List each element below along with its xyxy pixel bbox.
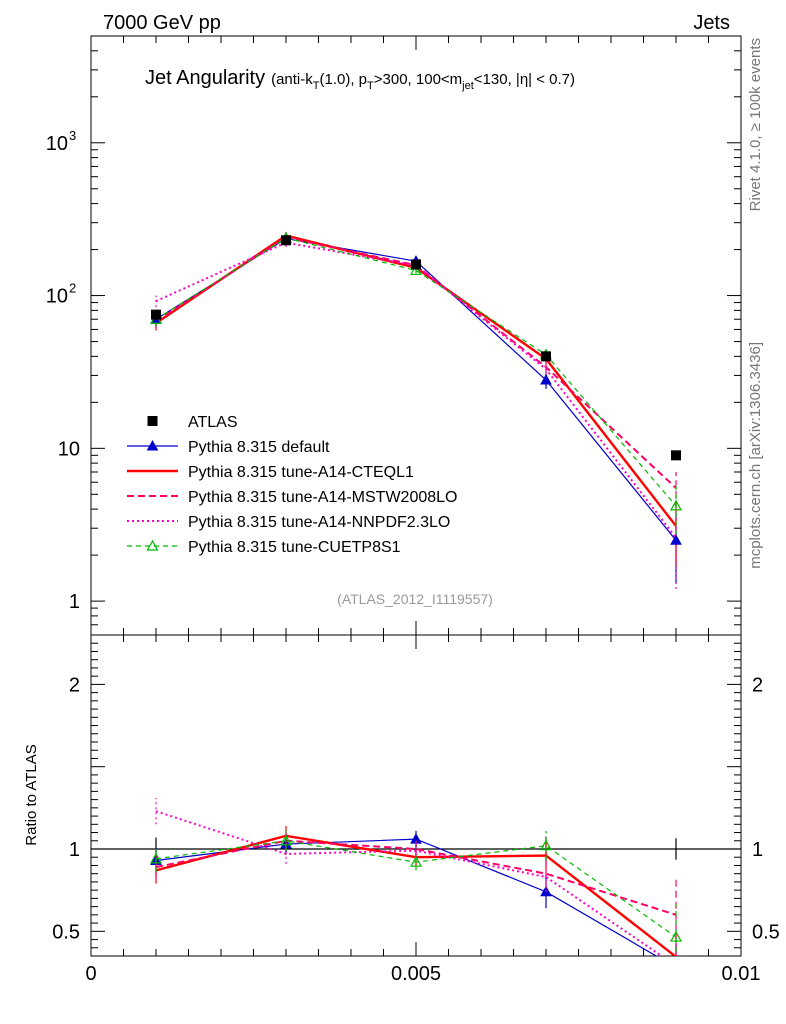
main-line-3 [155, 241, 677, 539]
chart-title-text: Jet Angularity [145, 67, 265, 89]
axis-ticks [90, 35, 742, 957]
data-markers [149, 231, 683, 545]
ratio-series-lines [91, 797, 741, 972]
y-tick-label-ratio: 0.5 [52, 921, 80, 943]
analysis-id: (ATLAS_2012_I1119557) [337, 591, 493, 607]
ratio-marker-default [671, 963, 681, 972]
main-marker-default [670, 534, 682, 545]
legend-label-3: Pythia 8.315 tune-A14-NNPDF2.3LO [188, 514, 450, 531]
y-tick-label-main: 1 [69, 591, 80, 613]
ratio-line-4 [155, 840, 677, 938]
legend-label-0: Pythia 8.315 default [188, 439, 330, 456]
ratio-marker-cuetp8s1 [279, 834, 293, 846]
header-left: 7000 GeV pp [103, 12, 221, 34]
chart-title: Jet Angularity (anti-kT(1.0), pT>300, 100… [145, 67, 575, 92]
subtitle-b: (1.0), p [320, 71, 368, 88]
subtitle-b-sub: T [367, 80, 374, 92]
subtitle-a-sub: T [313, 80, 320, 92]
y-tick-label-ratio: 1 [69, 839, 80, 861]
ratio-line-2 [155, 839, 677, 916]
subtitle-c: >300, 100<m [374, 71, 462, 88]
x-tick-label: 0.005 [391, 963, 441, 985]
legend-label-1: Pythia 8.315 tune-A14-CTEQL1 [188, 464, 414, 481]
y-tick-label-main: 10 [58, 438, 80, 460]
legend-label-4: Pythia 8.315 tune-CUETP8S1 [188, 539, 401, 556]
x-tick-label: 0 [85, 963, 96, 985]
legend-marker-cuetp8s1 [146, 539, 159, 551]
legend-label-2: Pythia 8.315 tune-A14-MSTW2008LO [188, 489, 457, 506]
main-line-1 [155, 234, 677, 527]
subtitle-c-sub: jet [461, 80, 474, 92]
ratio-marker-cuetp8s1 [409, 855, 423, 867]
legend-label-atlas: ATLAS [188, 414, 238, 431]
ratio-panel-frame [90, 634, 742, 957]
ratio-marker-cuetp8s1 [669, 930, 683, 942]
rivet-label: Rivet 4.1.0, ≥ 100k events [747, 38, 764, 211]
ratio-marker-cuetp8s1 [539, 839, 553, 851]
x-tick-label: 0.01 [722, 963, 761, 985]
main-marker-cuetp8s1 [669, 499, 683, 511]
main-marker-default [540, 373, 552, 385]
ratio-line-3 [155, 810, 664, 956]
legend: ATLAS Pythia 8.315 default Pythia 8.315 tu… [127, 414, 457, 556]
ratio-ylabel: Ratio to ATLAS [23, 744, 40, 845]
legend-marker-default [146, 439, 159, 451]
y-tick-label-ratio-right: 0.5 [752, 921, 780, 943]
main-line-4 [155, 237, 677, 507]
subtitle-d: <130, |η| < 0.7) [474, 71, 575, 88]
y-tick-label-main: 10 [46, 133, 68, 155]
data-point [541, 351, 551, 362]
ratio-marker-cuetp8s1 [149, 852, 163, 864]
y-tick-exponent-main: 2 [69, 281, 76, 296]
data-point [411, 259, 421, 270]
legend-swatch-atlas [147, 416, 158, 426]
data-point [671, 450, 681, 461]
y-tick-label-main: 10 [46, 286, 68, 308]
y-tick-label-ratio-right: 1 [752, 839, 763, 861]
main-marker-cuetp8s1 [409, 264, 423, 276]
main-series-lines [155, 231, 677, 590]
y-tick-label-ratio-right: 2 [752, 674, 763, 696]
y-tick-label-ratio: 2 [69, 674, 80, 696]
subtitle-a: (anti-k [271, 71, 313, 88]
y-tick-exponent-main: 3 [69, 128, 76, 143]
header-right: Jets [693, 12, 730, 34]
data-point [281, 235, 291, 246]
mcplots-label: mcplots.cern.ch [arXiv:1306.3436] [747, 342, 764, 569]
data-point [151, 309, 161, 320]
